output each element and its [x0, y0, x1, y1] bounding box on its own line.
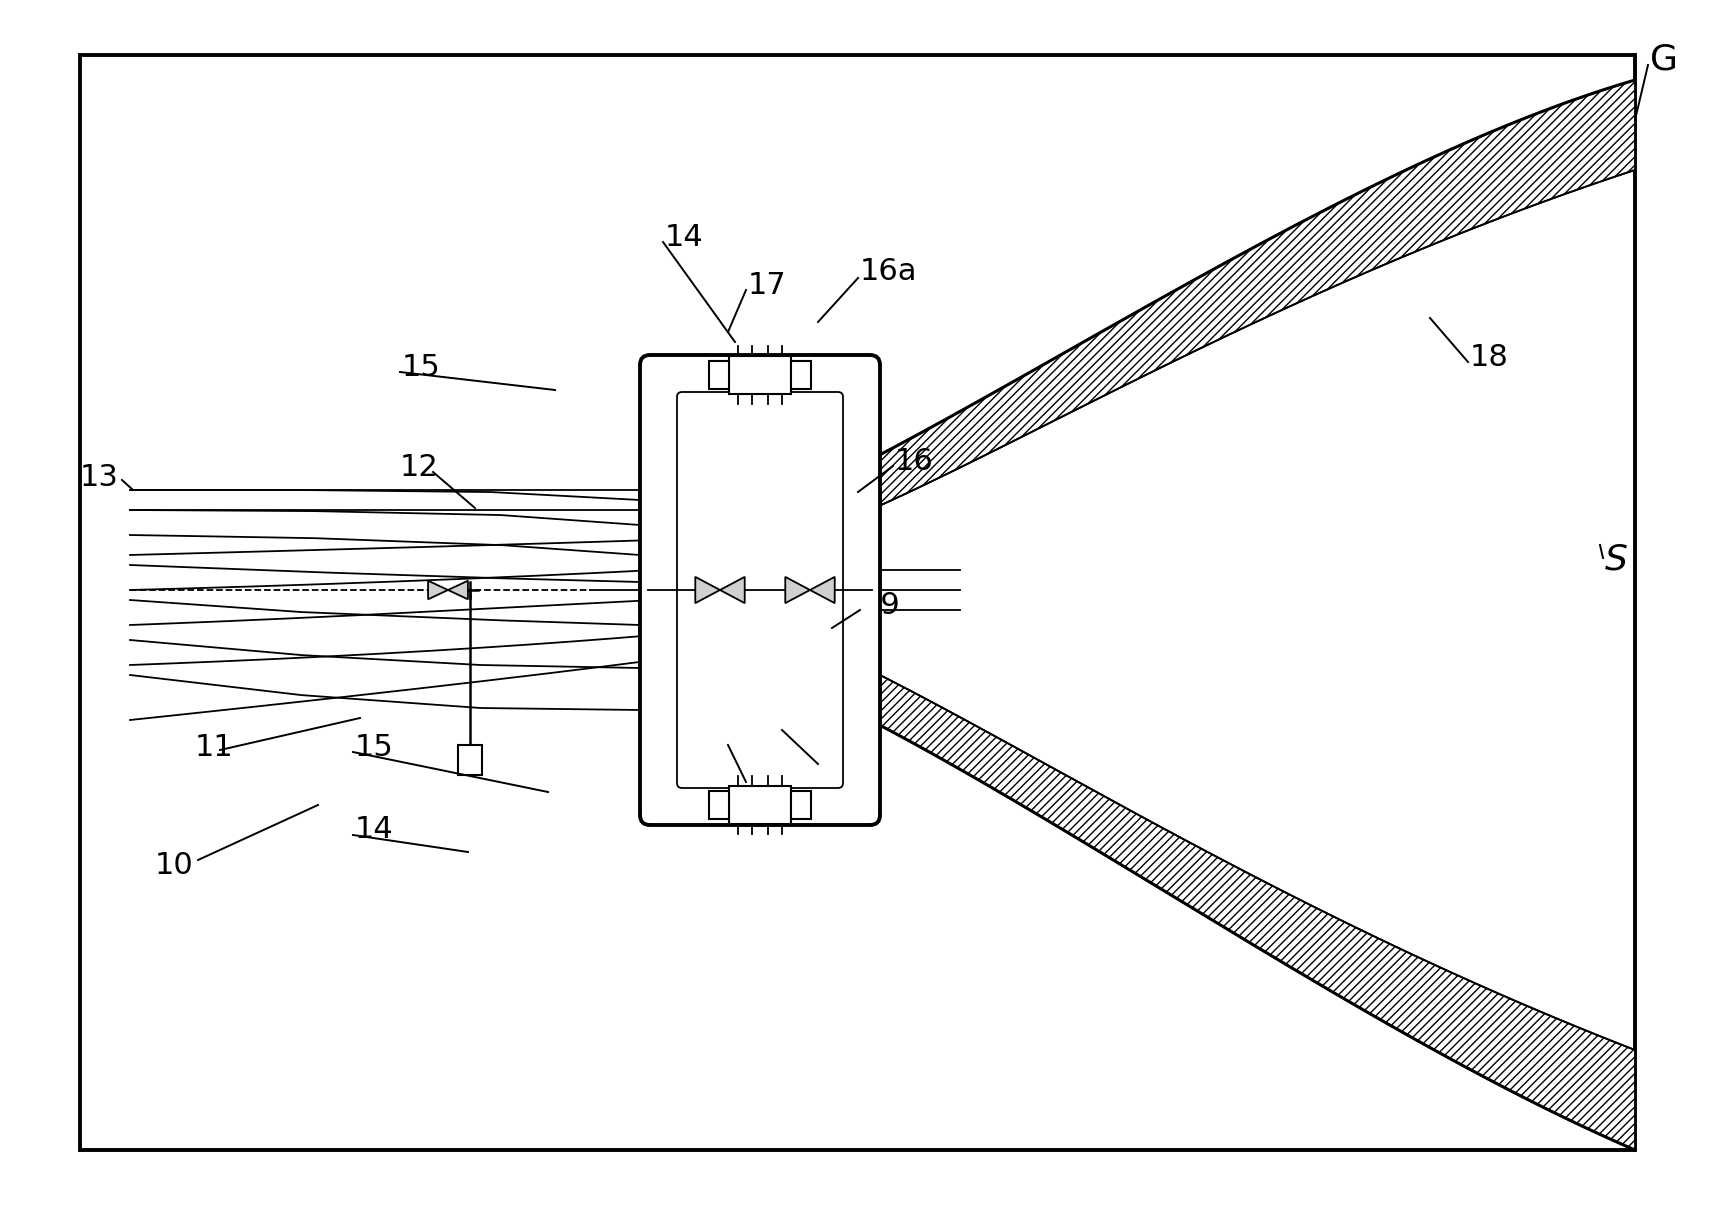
- Text: 13: 13: [79, 464, 119, 493]
- Text: 16b: 16b: [820, 745, 878, 775]
- Bar: [728, 785, 790, 824]
- Polygon shape: [448, 580, 468, 600]
- Polygon shape: [809, 577, 835, 603]
- Text: 10: 10: [155, 851, 195, 879]
- Text: 15: 15: [401, 353, 441, 382]
- Text: 12: 12: [400, 454, 439, 482]
- Text: 19: 19: [863, 590, 901, 619]
- Polygon shape: [696, 577, 720, 603]
- Text: 14: 14: [355, 816, 394, 845]
- Polygon shape: [785, 577, 809, 603]
- Text: 11: 11: [195, 733, 234, 762]
- Text: 17: 17: [747, 764, 787, 793]
- Bar: [458, 745, 482, 775]
- Bar: [728, 356, 790, 395]
- Polygon shape: [720, 577, 744, 603]
- FancyBboxPatch shape: [641, 354, 880, 826]
- Text: 17: 17: [747, 271, 787, 300]
- Polygon shape: [870, 670, 1634, 1150]
- Text: 18: 18: [1471, 344, 1508, 373]
- Text: 14: 14: [665, 223, 704, 253]
- Text: 15: 15: [355, 733, 394, 762]
- Bar: [790, 792, 811, 819]
- Polygon shape: [429, 580, 448, 600]
- Bar: [709, 792, 728, 819]
- Text: 16: 16: [895, 448, 933, 477]
- Text: G: G: [1650, 42, 1677, 76]
- FancyBboxPatch shape: [677, 392, 844, 788]
- Bar: [790, 361, 811, 388]
- Bar: [709, 361, 728, 388]
- Polygon shape: [870, 80, 1634, 510]
- Text: 16a: 16a: [859, 257, 918, 287]
- Text: S: S: [1605, 543, 1627, 577]
